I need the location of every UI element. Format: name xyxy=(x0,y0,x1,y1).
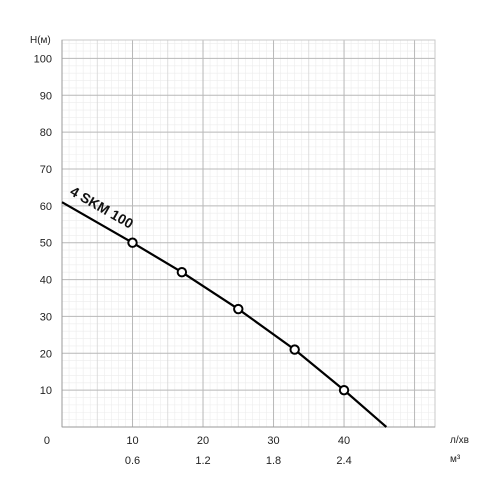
minor-grid xyxy=(62,40,435,427)
y-tick-label: 70 xyxy=(40,164,52,176)
data-point xyxy=(338,384,350,396)
x-tick-label: 40 xyxy=(338,435,350,447)
y-tick-label: 40 xyxy=(40,275,52,287)
y-tick-label: 60 xyxy=(40,201,52,213)
x-axis-title: л/хв xyxy=(450,435,469,446)
data-point xyxy=(176,267,188,278)
x-tick-label: 20 xyxy=(197,435,209,447)
y-tick-label: 50 xyxy=(40,238,52,250)
x-secondary-tick-label: 1.8 xyxy=(266,455,281,467)
major-grid xyxy=(62,40,435,427)
x-tick-label: 30 xyxy=(267,435,279,447)
labels: 10 20 30 40 50 60 70 80 90 100 0 10 0.6 20 1.2 30 1.8 40 2… xyxy=(30,35,469,467)
y-tick-label: 90 xyxy=(40,90,52,102)
origin-label: 0 xyxy=(44,435,50,447)
data-point xyxy=(289,344,300,355)
data-point xyxy=(233,303,244,315)
y-tick-label: 30 xyxy=(40,311,52,323)
y-tick-label: 80 xyxy=(40,127,52,139)
series-layer xyxy=(61,201,388,428)
x-tick-label: 10 xyxy=(126,435,138,447)
axes xyxy=(61,39,436,428)
x-secondary-tick-label: 0.6 xyxy=(125,455,140,467)
data-point xyxy=(127,237,138,248)
x-secondary-tick-label: 2.4 xyxy=(336,455,351,467)
x-axis-secondary-title: м³ xyxy=(450,454,461,465)
y-axis-title: H(м) xyxy=(30,35,51,46)
y-tick-label: 10 xyxy=(40,385,52,397)
y-tick-label: 100 xyxy=(34,53,52,65)
y-tick-label: 20 xyxy=(40,348,52,360)
x-secondary-tick-label: 1.2 xyxy=(195,455,210,467)
